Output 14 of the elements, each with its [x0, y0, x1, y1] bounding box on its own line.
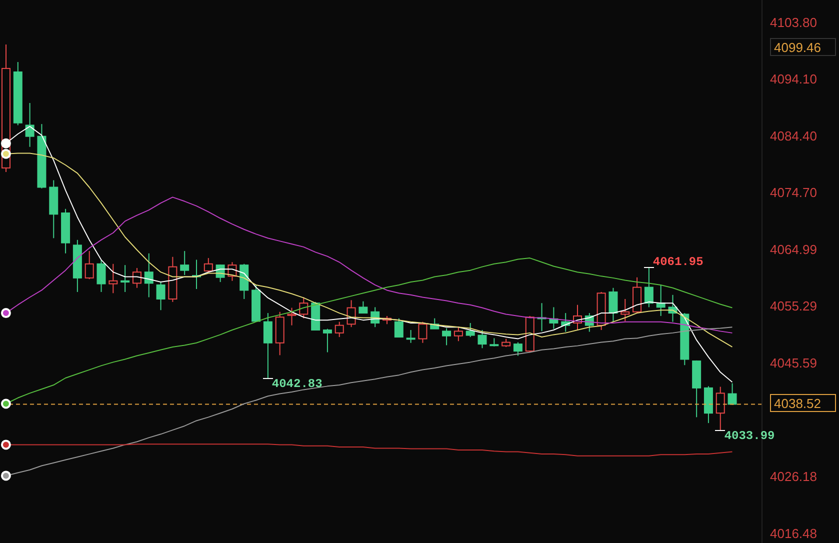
y-tick-label: 4064.99 — [770, 242, 817, 257]
y-tick-label: 4055.29 — [770, 298, 817, 314]
y-tick-label: 4074.70 — [770, 185, 817, 200]
ref-line-label: 4038.52 — [770, 394, 836, 412]
y-tick-label: 4094.10 — [770, 72, 817, 87]
y-tick-label: 4026.18 — [770, 469, 817, 484]
y-tick-label: 4084.40 — [770, 128, 817, 144]
annotation: 4061.95 — [652, 255, 704, 270]
y-tick-label: 4016.48 — [770, 526, 817, 541]
y-tick-label: 4103.80 — [770, 14, 817, 30]
y-tick-label: 4045.59 — [770, 355, 817, 370]
text: 4099.46 — [770, 38, 836, 56]
annotation: 4042.83 — [272, 376, 322, 391]
annotation: 4033.99 — [724, 428, 775, 443]
